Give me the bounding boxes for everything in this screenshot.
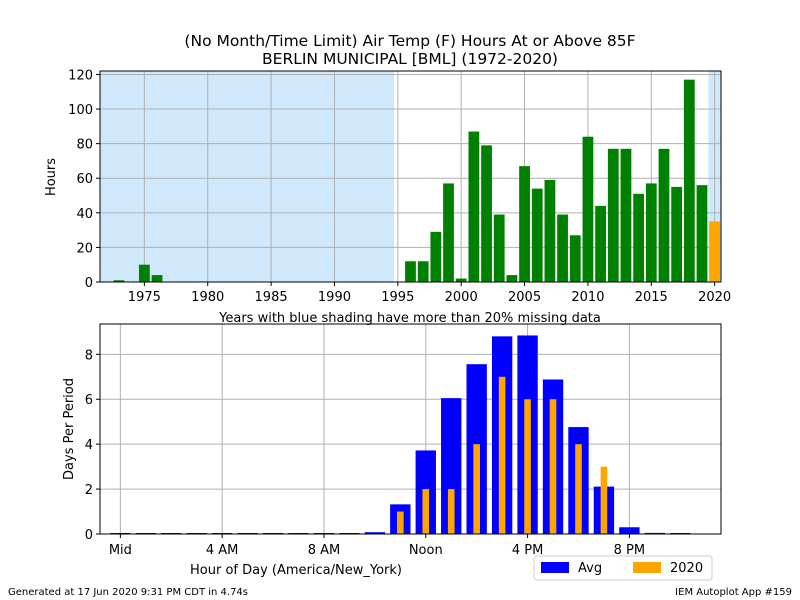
legend-label-2020: 2020 [670,561,703,576]
bar-1999 [443,183,454,282]
bar-2008 [557,214,568,282]
bar-2009 [569,235,581,282]
x-tick-label-2020: 2020 [698,290,731,305]
bar-1998 [430,231,442,282]
legend-swatch-2020 [633,562,661,573]
x-tick-label-1975: 1975 [128,290,161,305]
hour-tick-label-16: 4 PM [512,543,543,558]
year2020-bar-hour-13 [447,489,455,534]
top-plot-frame [99,70,722,283]
hour-tick-label-0: Mid [109,543,132,558]
x-tick-label-2000: 2000 [445,290,478,305]
hour-tick-label-20: 8 PM [614,543,645,558]
days-tick-label-6: 6 [85,393,93,408]
y-tick-label-20: 20 [76,241,93,256]
year2020-bar-hour-15 [498,376,506,534]
year2020-bar-hour-11 [397,511,404,534]
x-tick-label-1980: 1980 [191,290,224,305]
bar-2007 [544,179,556,282]
y-tick-label-100: 100 [68,103,93,118]
bottom-y-axis-label: Days Per Period [62,378,77,480]
bar-2018 [683,79,695,282]
x-tick-label-1985: 1985 [255,290,288,305]
bar-2004 [506,275,518,282]
bar-2013 [620,148,632,282]
bar-2012 [607,148,619,282]
chart-subtitle: BERLIN MUNICIPAL [BML] (1972-2020) [262,50,558,68]
year2020-bar-hour-19 [600,466,608,534]
y-tick-label-80: 80 [76,138,93,153]
bar-2014 [633,193,645,282]
bar-2017 [671,186,683,282]
hourly-days-chart: Mid 4 AM 8 AM Noon 4 PM 8 PM 0 2 4 6 8 [85,323,722,558]
bar-2016 [658,148,670,282]
days-tick-label-4: 4 [85,438,93,453]
x-tick-label-2005: 2005 [508,290,541,305]
year2020-bar-hour-12 [422,489,430,534]
x-tick-label-2010: 2010 [571,290,604,305]
avg-bar-hour-10 [364,532,386,534]
bar-2000 [455,278,467,282]
bar-1996 [405,261,416,282]
missing-data-shade-0 [100,71,395,282]
bar-1976 [151,275,163,282]
legend-swatch-avg [541,562,569,573]
legend-frame [533,555,713,581]
legend: Avg 2020 [533,555,713,581]
year2020-bar-hour-18 [575,444,582,534]
x-tick-label-1990: 1990 [318,290,351,305]
y-tick-label-40: 40 [76,207,93,222]
x-tick-label-1995: 1995 [381,290,414,305]
bar-2006 [531,188,543,282]
bar-1973 [113,280,125,282]
bar-2002 [481,145,492,282]
chart-title: (No Month/Time Limit) Air Temp (F) Hours… [184,32,635,50]
top-y-axis-label: Hours [44,158,59,196]
avg-bar-hour-21 [644,532,666,534]
top-x-axis-label: Years with blue shading have more than 2… [218,311,601,326]
hour-tick-label-8: 8 AM [308,543,341,558]
hour-tick-label-12: Noon [409,543,443,558]
days-tick-label-0: 0 [85,528,93,543]
yearly-hours-chart: 1975 1980 1985 1990 1995 2000 2005 2010 2015 2020… [68,68,731,305]
legend-label-avg: Avg [578,561,602,576]
bar-1997 [417,261,429,282]
bar-2011 [595,205,606,282]
bar-2003 [493,214,505,282]
days-tick-label-2: 2 [85,483,93,498]
y-tick-label-60: 60 [76,172,93,187]
footer-app: IEM Autoplot App #159 [675,587,792,598]
year2020-bar-hour-14 [473,444,480,534]
bar-1975 [138,264,150,282]
year2020-bar-hour-16 [524,399,531,534]
y-tick-label-0: 0 [85,276,93,291]
bar-2020 [709,221,721,282]
bottom-plot-frame [99,323,722,535]
bottom-x-axis-label: Hour of Day (America/New_York) [190,563,402,578]
avg-bar-hour-13 [441,398,462,534]
avg-bar-hour-20 [619,527,640,534]
bar-2010 [582,136,594,282]
y-tick-label-120: 120 [68,68,93,83]
year2020-bar-hour-17 [549,399,557,534]
days-tick-label-8: 8 [85,348,93,363]
bar-2015 [645,183,657,282]
bar-2005 [519,166,530,282]
bar-2019 [696,185,708,282]
footer-generated: Generated at 17 Jun 2020 9:31 PM CDT in … [8,587,248,598]
x-tick-label-2015: 2015 [635,290,668,305]
bar-2001 [468,131,480,282]
hour-tick-label-4: 4 AM [206,543,239,558]
